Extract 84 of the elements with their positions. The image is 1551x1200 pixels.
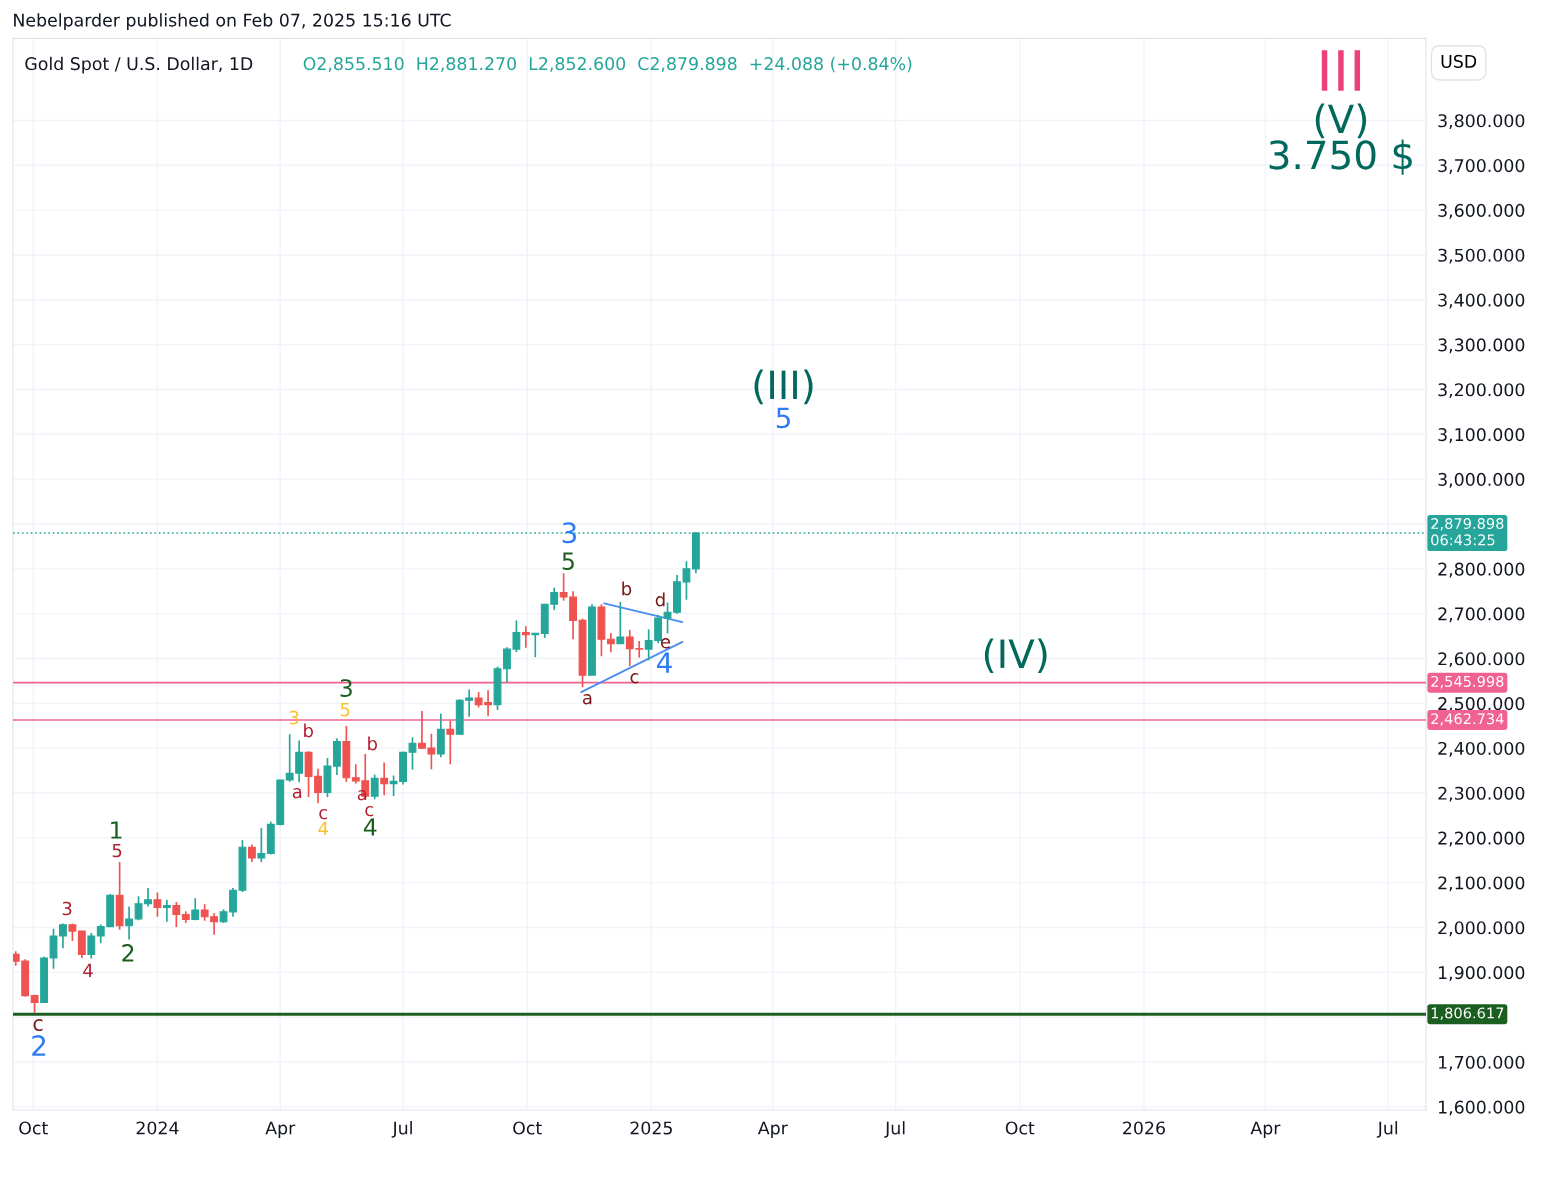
y-tick-label: 1,900.000 — [1439, 966, 1525, 981]
ref-line-label: 2,879.898 06:43:25 — [1431, 518, 1504, 546]
candlestick — [77, 929, 86, 959]
x-tick-label: Apr — [265, 1121, 296, 1138]
y-tick-label: 3,500.000 — [1438, 248, 1525, 264]
ref-line-label: 2,545.998 — [1431, 675, 1504, 689]
y-tick-label: 2,800.000 — [1438, 562, 1525, 578]
annotation: c — [365, 805, 374, 817]
annotation: 4 — [656, 652, 672, 673]
candlestick — [370, 773, 379, 801]
ref-line-label: 2,462.734 — [1431, 713, 1504, 726]
x-tick-label: Apr — [757, 1121, 788, 1138]
candlestick — [172, 901, 181, 928]
y-tick-label: 3,600.000 — [1438, 203, 1525, 219]
annotation: b — [304, 723, 313, 738]
y-tick-label: 1,600.000 — [1439, 1100, 1525, 1116]
annotation: 3 — [562, 522, 577, 544]
y-tick-label: 3,700.000 — [1438, 159, 1525, 174]
annotation: 5 — [340, 702, 350, 717]
x-tick-label: 2024 — [136, 1121, 179, 1135]
annotation: 5 — [776, 407, 790, 429]
annotation: c — [319, 808, 328, 820]
annotation: 2 — [32, 1035, 46, 1056]
y-tick-label: 3,000.000 — [1438, 472, 1525, 488]
annotation: 3 — [340, 679, 352, 698]
candlestick — [446, 719, 455, 766]
annotation: O2,855.510 H2,881.270 L2,852.600 C2,879.898 +24.088 (+0.84%) — [303, 56, 912, 73]
y-tick-label: 3,800.000 — [1438, 114, 1525, 130]
x-tick-label: Jul — [884, 1121, 905, 1138]
annotation: c — [630, 673, 639, 684]
annotation: 2 — [122, 944, 134, 962]
annotation: a — [582, 694, 592, 705]
annotation: (IV) — [984, 638, 1047, 674]
y-tick-label: 2,400.000 — [1438, 741, 1525, 757]
x-tick-label: Oct — [1005, 1121, 1035, 1135]
y-tick-label: 2,200.000 — [1438, 831, 1525, 847]
annotation: (V) — [1315, 103, 1367, 139]
ref-line-label: 1,806.617 — [1431, 1007, 1504, 1020]
annotation: 1 — [111, 821, 122, 839]
annotation: 3 — [62, 901, 72, 916]
annotation: d — [655, 592, 665, 607]
y-tick-label: 3,300.000 — [1438, 338, 1525, 354]
annotation: (III) — [754, 369, 813, 405]
y-tick-label: 1,700.000 — [1439, 1055, 1525, 1071]
candlestick — [162, 898, 171, 923]
annotation: III — [1321, 50, 1361, 91]
text: Gold Spot / U.S. Dollar, 1D — [25, 56, 253, 74]
x-tick-label: Jul — [1376, 1121, 1398, 1138]
y-tick-label: 3,200.000 — [1438, 383, 1525, 399]
y-tick-label: 2,300.000 — [1438, 786, 1525, 802]
y-tick-label: 2,100.000 — [1438, 876, 1525, 892]
x-tick-label: 2026 — [1123, 1121, 1165, 1135]
x-tick-label: 2025 — [630, 1121, 672, 1135]
x-tick-label: Oct — [513, 1121, 542, 1135]
annotation: b — [368, 736, 378, 751]
candlestick — [616, 601, 625, 645]
y-tick-label: 2,700.000 — [1438, 607, 1525, 623]
annotation: e — [660, 638, 671, 649]
y-tick-label: 2,500.000 — [1438, 697, 1525, 712]
candlestick — [257, 827, 266, 863]
candlestick — [153, 891, 162, 918]
annotation: a — [292, 787, 302, 799]
annotation: 4 — [363, 818, 377, 836]
candlestick — [521, 625, 530, 649]
candlestick — [125, 905, 134, 941]
annotation: 3.750 $ — [1269, 139, 1412, 175]
y-tick-label: 2,000.000 — [1438, 921, 1525, 937]
candlestick — [380, 761, 389, 797]
y-tick-label: 2,600.000 — [1438, 652, 1525, 668]
candlestick — [87, 932, 96, 960]
annotation: 4 — [83, 963, 93, 978]
y-tick-label: 3,400.000 — [1438, 293, 1525, 309]
chart-title: Nebelparder published on Feb 07, 2025 15:16 UTC — [14, 13, 451, 30]
annotation: c — [33, 1019, 43, 1032]
x-tick-label: Oct — [19, 1121, 48, 1135]
x-tick-label: Jul — [391, 1121, 412, 1138]
x-tick-label: Apr — [1250, 1121, 1281, 1138]
y-tick-label: 3,100.000 — [1438, 428, 1525, 443]
annotation: 4 — [318, 821, 328, 836]
annotation: b — [622, 581, 632, 596]
y-axis-title: USD — [1441, 54, 1477, 68]
annotation: 5 — [112, 843, 122, 858]
annotation: 5 — [562, 552, 574, 571]
candlestick — [606, 632, 615, 654]
